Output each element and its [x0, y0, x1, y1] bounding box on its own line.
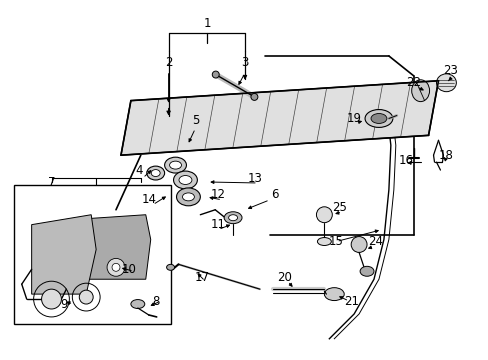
Text: 12: 12 [210, 188, 225, 201]
Ellipse shape [350, 237, 366, 252]
Circle shape [112, 264, 120, 271]
Ellipse shape [324, 288, 344, 301]
Ellipse shape [182, 193, 194, 201]
Ellipse shape [411, 80, 428, 102]
Ellipse shape [212, 71, 219, 78]
Text: 17: 17 [194, 271, 209, 284]
Ellipse shape [179, 176, 191, 184]
Circle shape [316, 207, 332, 223]
Ellipse shape [365, 109, 392, 127]
Ellipse shape [131, 300, 144, 309]
Polygon shape [121, 81, 438, 155]
Text: 24: 24 [368, 235, 383, 248]
Ellipse shape [166, 264, 174, 270]
Text: 23: 23 [442, 64, 457, 77]
Text: 16: 16 [397, 154, 412, 167]
Ellipse shape [146, 166, 164, 180]
Polygon shape [71, 215, 150, 279]
Text: 11: 11 [210, 218, 225, 231]
FancyBboxPatch shape [14, 185, 170, 324]
Text: 25: 25 [331, 201, 346, 214]
Text: 20: 20 [277, 271, 291, 284]
Text: 8: 8 [152, 294, 159, 307]
Ellipse shape [169, 161, 181, 169]
Text: 9: 9 [61, 297, 68, 311]
Text: 3: 3 [241, 57, 248, 69]
Text: 19: 19 [346, 112, 361, 125]
Circle shape [79, 290, 93, 304]
Ellipse shape [173, 171, 197, 189]
Ellipse shape [359, 266, 373, 276]
Text: 5: 5 [191, 114, 199, 127]
Text: 1: 1 [203, 17, 211, 30]
Text: 18: 18 [438, 149, 453, 162]
Ellipse shape [436, 74, 455, 92]
Ellipse shape [224, 212, 242, 224]
Polygon shape [32, 215, 96, 294]
Text: 4: 4 [135, 163, 142, 176]
Circle shape [107, 258, 124, 276]
Ellipse shape [176, 188, 200, 206]
Circle shape [41, 289, 61, 309]
Ellipse shape [317, 238, 331, 246]
Ellipse shape [164, 157, 186, 173]
Ellipse shape [228, 215, 237, 221]
Text: 22: 22 [406, 76, 420, 89]
Ellipse shape [370, 113, 386, 123]
Text: 6: 6 [270, 188, 278, 201]
Text: 21: 21 [343, 294, 358, 307]
Text: 7: 7 [48, 176, 55, 189]
Ellipse shape [151, 170, 160, 176]
Text: 13: 13 [247, 171, 262, 185]
Text: 14: 14 [141, 193, 156, 206]
Text: 2: 2 [164, 57, 172, 69]
Text: 10: 10 [121, 263, 136, 276]
Text: 15: 15 [328, 235, 343, 248]
Ellipse shape [250, 94, 257, 100]
